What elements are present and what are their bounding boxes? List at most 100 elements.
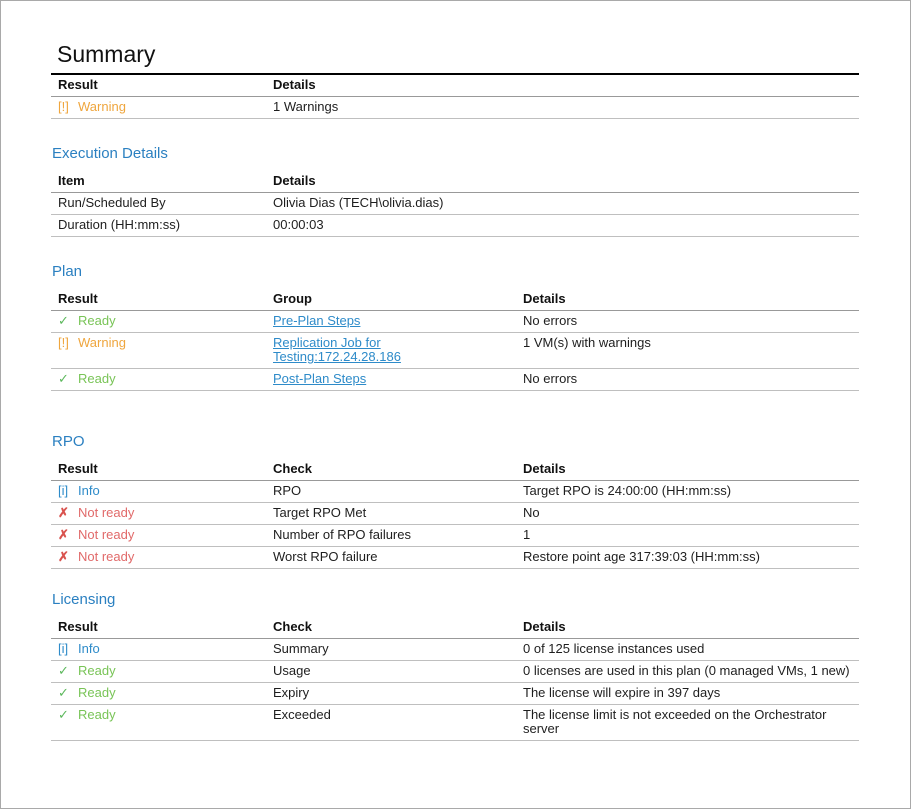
detail-cell: Restore point age 317:39:03 (HH:mm:ss) — [523, 549, 760, 564]
result-cell: ✓ Ready — [51, 705, 266, 740]
detail-cell: 1 Warnings — [273, 99, 339, 114]
table-row: Duration (HH:mm:ss) 00:00:03 — [51, 215, 859, 237]
not-ready-icon: ✗ — [58, 549, 69, 564]
table-row: [!] Warning 1 Warnings — [51, 97, 859, 119]
table-row: ✓ Ready Usage 0 licenses are used in this p… — [51, 661, 859, 683]
detail-cell: The license limit is not exceeded on the… — [523, 707, 827, 736]
result-cell: [!] Warning — [51, 97, 266, 118]
info-icon: [i] — [58, 483, 69, 498]
group-link[interactable]: Post-Plan Steps — [273, 371, 367, 386]
table-row: Run/Scheduled By Olivia Dias (TECH\olivia… — [51, 193, 859, 215]
result-cell: [i] Info — [51, 481, 266, 502]
detail-cell: 1 — [523, 527, 531, 542]
status-label: Ready — [78, 313, 116, 328]
status-label: Not ready — [78, 549, 135, 564]
table-row: [i] Info Summary 0 of 125 license instances… — [51, 639, 859, 661]
column-header: Result — [58, 291, 98, 306]
result-cell: ✓ Ready — [51, 369, 266, 390]
summary-table: Result Details [!] Warning 1 Warnings — [51, 75, 859, 119]
column-header: Details — [273, 173, 316, 188]
detail-cell: Usage — [273, 663, 311, 678]
detail-cell: Duration (HH:mm:ss) — [58, 217, 181, 232]
detail-cell: 00:00:03 — [273, 217, 324, 232]
group-link[interactable]: Pre-Plan Steps — [273, 313, 361, 328]
detail-cell: Run/Scheduled By — [58, 195, 166, 210]
table-row: ✓ Ready Expiry The license will expire in 3… — [51, 683, 859, 705]
column-header: Group — [273, 291, 312, 306]
column-header: Details — [523, 619, 566, 634]
result-cell: ✓ Ready — [51, 311, 266, 332]
ready-icon: ✓ — [58, 313, 69, 328]
page-title: Summary — [51, 41, 859, 75]
table-row: ✗ Not ready Number of RPO failures 1 — [51, 525, 859, 547]
licensing-table: Result Check Details [i] Info Summary 0 of 125… — [51, 617, 859, 741]
group-cell: Replication Job for Testing:172.24.28.18… — [266, 333, 516, 368]
result-cell: [!] Warning — [51, 333, 266, 368]
detail-cell: No errors — [523, 313, 578, 328]
table-header-row: Result Details — [51, 75, 859, 97]
detail-cell: Worst RPO failure — [273, 549, 378, 564]
result-cell: [i] Info — [51, 639, 266, 660]
column-header: Result — [58, 77, 98, 92]
column-header: Result — [58, 619, 98, 634]
column-header: Check — [273, 461, 313, 476]
plan-table: Result Group Details ✓ Ready Pre-Plan Steps No… — [51, 289, 859, 391]
column-header: Check — [273, 619, 313, 634]
report-content: Summary Result Details [!] Warning 1 Warning… — [51, 41, 859, 741]
detail-cell: Summary — [273, 641, 329, 656]
ready-icon: ✓ — [58, 685, 69, 700]
table-row: ✗ Not ready Target RPO Met No — [51, 503, 859, 525]
table-row: ✓ Ready Post-Plan Steps No errors — [51, 369, 859, 391]
status-label: Ready — [78, 685, 116, 700]
not-ready-icon: ✗ — [58, 505, 69, 520]
group-link[interactable]: Replication Job for Testing:172.24.28.18… — [273, 335, 401, 364]
warning-icon: [!] — [58, 99, 69, 114]
detail-cell: 1 VM(s) with warnings — [523, 335, 651, 350]
section-heading-plan: Plan — [52, 263, 83, 280]
detail-cell: Target RPO Met — [273, 505, 367, 520]
column-header: Result — [58, 461, 98, 476]
status-label: Not ready — [78, 527, 135, 542]
column-header: Details — [273, 77, 316, 92]
ready-icon: ✓ — [58, 371, 69, 386]
ready-icon: ✓ — [58, 663, 69, 678]
section-heading-execution-details: Execution Details — [52, 145, 168, 162]
table-header-row: Item Details — [51, 171, 859, 193]
rpo-table: Result Check Details [i] Info RPO Target RPO i… — [51, 459, 859, 569]
table-row: ✓ Ready Pre-Plan Steps No errors — [51, 311, 859, 333]
group-cell: Post-Plan Steps — [266, 369, 516, 390]
table-header-row: Result Check Details — [51, 459, 859, 481]
table-row: [!] Warning Replication Job for Testing:17… — [51, 333, 859, 369]
detail-cell: Exceeded — [273, 707, 331, 722]
column-header: Item — [58, 173, 85, 188]
detail-cell: Target RPO is 24:00:00 (HH:mm:ss) — [523, 483, 732, 498]
section-heading-rpo: RPO — [52, 433, 85, 450]
detail-cell: 0 of 125 license instances used — [523, 641, 705, 656]
status-label: Ready — [78, 371, 116, 386]
result-cell: ✓ Ready — [51, 661, 266, 682]
ready-icon: ✓ — [58, 707, 69, 722]
result-cell: ✓ Ready — [51, 683, 266, 704]
detail-cell: The license will expire in 397 days — [523, 685, 721, 700]
detail-cell: Olivia Dias (TECH\olivia.dias) — [273, 195, 444, 210]
detail-cell: RPO — [273, 483, 302, 498]
group-cell: Pre-Plan Steps — [266, 311, 516, 332]
status-label: Ready — [78, 663, 116, 678]
table-header-row: Result Group Details — [51, 289, 859, 311]
info-icon: [i] — [58, 641, 69, 656]
detail-cell: Number of RPO failures — [273, 527, 411, 542]
status-label: Ready — [78, 707, 116, 722]
result-cell: ✗ Not ready — [51, 503, 266, 524]
detail-cell: No — [523, 505, 540, 520]
not-ready-icon: ✗ — [58, 527, 69, 542]
detail-cell: Expiry — [273, 685, 310, 700]
table-row: [i] Info RPO Target RPO is 24:00:00 (HH:mm:… — [51, 481, 859, 503]
column-header: Details — [523, 461, 566, 476]
section-heading-licensing: Licensing — [52, 591, 116, 608]
detail-cell: No errors — [523, 371, 578, 386]
table-row: ✗ Not ready Worst RPO failure Restore point… — [51, 547, 859, 569]
result-cell: ✗ Not ready — [51, 525, 266, 546]
detail-cell: 0 licenses are used in this plan (0 mana… — [523, 663, 850, 678]
status-label: Warning — [78, 99, 126, 114]
